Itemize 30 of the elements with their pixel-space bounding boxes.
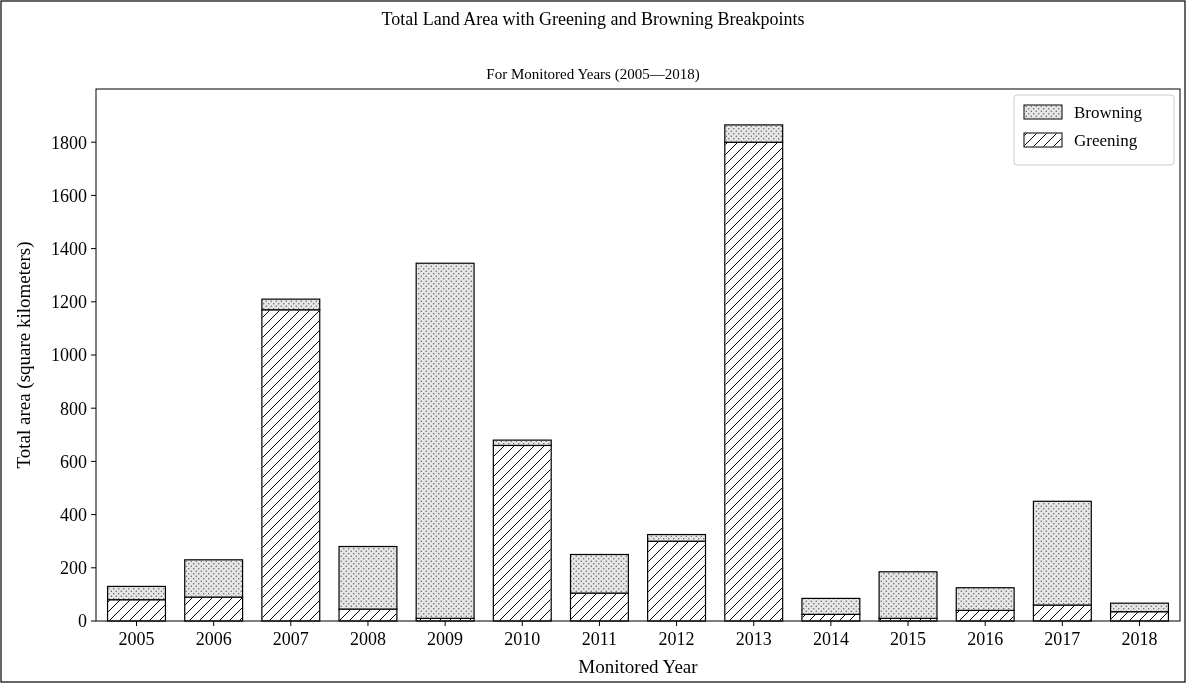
x-tick-label: 2015 [890, 629, 927, 649]
x-tick-label: 2006 [195, 629, 232, 649]
x-axis-title: Monitored Year [578, 656, 699, 677]
x-tick-label: 2010 [504, 629, 541, 649]
x-tick-label: 2018 [1121, 629, 1158, 649]
y-tick-label: 800 [60, 398, 87, 419]
x-tick-label: 2011 [581, 629, 618, 649]
chart-subtitle: For Monitored Years (2005—2018) [486, 66, 700, 83]
y-tick-label: 400 [60, 504, 87, 525]
y-tick-label: 200 [60, 558, 87, 579]
x-tick-label: 2008 [349, 629, 386, 649]
legend-label: Browning [1074, 102, 1143, 122]
x-tick-label: 2017 [1044, 629, 1081, 649]
y-tick-label: 1800 [51, 132, 87, 153]
y-tick-label: 0 [78, 611, 87, 632]
y-axis-title: Total area (square kilometers) [13, 241, 35, 469]
x-tick-label: 2014 [812, 629, 849, 649]
y-tick-label: 1600 [51, 185, 87, 206]
chart-title: Total Land Area with Greening and Browning Breakpoints [381, 9, 805, 29]
x-tick-label: 2005 [118, 629, 155, 649]
x-tick-label: 2013 [735, 629, 772, 649]
legend-label: Greening [1074, 130, 1138, 150]
x-tick-label: 2012 [658, 629, 695, 649]
x-tick-label: 2016 [967, 629, 1004, 649]
x-tick-label: 2007 [272, 629, 309, 649]
x-tick-label: 2009 [427, 629, 464, 649]
y-tick-label: 1000 [51, 345, 87, 366]
y-tick-label: 1400 [51, 238, 87, 259]
y-tick-label: 1200 [51, 292, 87, 313]
y-tick-label: 600 [60, 451, 87, 472]
